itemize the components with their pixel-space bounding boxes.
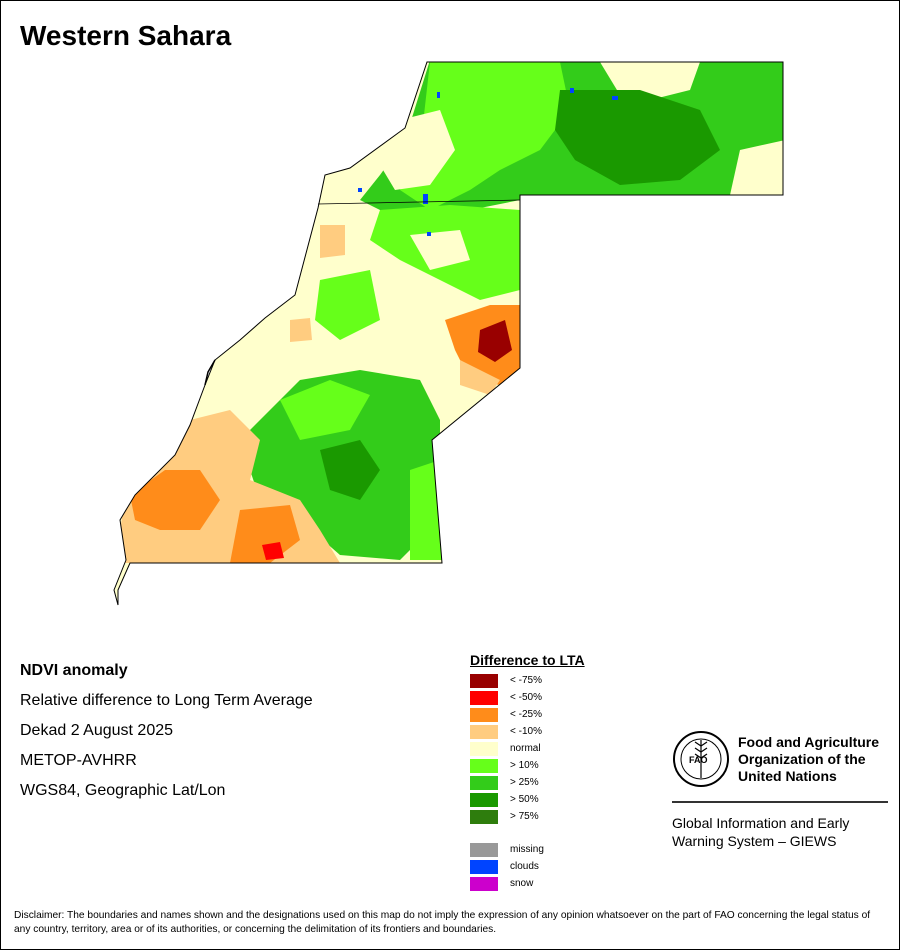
emblem-f: FAO bbox=[689, 755, 708, 765]
legend-swatch bbox=[470, 691, 498, 705]
cloud-pixel bbox=[612, 96, 618, 100]
fao-logo-block: FAO Food and Agriculture Organization of… bbox=[672, 730, 890, 860]
legend-item: normal bbox=[470, 740, 670, 757]
fao-name: Food and Agriculture Organization of the… bbox=[738, 734, 888, 785]
legend-label: missing bbox=[510, 844, 544, 855]
ndvi-anomaly-map bbox=[113, 61, 784, 606]
legend-swatch bbox=[470, 810, 498, 824]
legend-item: < -10% bbox=[470, 723, 670, 740]
giews-line2: Warning System – GIEWS bbox=[672, 833, 837, 849]
legend-label: < -50% bbox=[510, 692, 542, 703]
legend-label: > 25% bbox=[510, 777, 539, 788]
south-east-light-green bbox=[410, 460, 442, 560]
product-name: NDVI anomaly bbox=[20, 662, 128, 679]
legend: Difference to LTA < -75% < -50% < -25% < -1… bbox=[470, 652, 670, 892]
legend-item: > 50% bbox=[470, 791, 670, 808]
legend-title: Difference to LTA bbox=[470, 652, 585, 668]
legend-swatch bbox=[470, 860, 498, 874]
legend-item: > 10% bbox=[470, 757, 670, 774]
legend-swatch bbox=[470, 793, 498, 807]
legend-label: < -75% bbox=[510, 675, 542, 686]
legend-item: > 75% bbox=[470, 808, 670, 825]
coastal-peninsula bbox=[204, 359, 216, 386]
time-period: Dekad 2 August 2025 bbox=[20, 722, 174, 739]
north-light-green bbox=[400, 62, 570, 210]
cloud-pixel bbox=[437, 92, 440, 98]
legend-other: missing clouds snow bbox=[470, 841, 670, 892]
east-dark-red bbox=[478, 320, 512, 362]
legend-label: > 75% bbox=[510, 811, 539, 822]
legend-label: normal bbox=[510, 743, 541, 754]
legend-item: > 25% bbox=[470, 774, 670, 791]
fao-name-line3: United Nations bbox=[738, 768, 837, 784]
projection-info: WGS84, Geographic Lat/Lon bbox=[20, 782, 226, 799]
west-central-light-orange bbox=[290, 318, 312, 342]
internal-boundary bbox=[317, 199, 521, 205]
fao-emblem-icon: FAO bbox=[673, 731, 729, 787]
disclaimer: Disclaimer: The boundaries and names sho… bbox=[14, 910, 871, 935]
legend-swatch bbox=[470, 843, 498, 857]
legend-label: < -25% bbox=[510, 709, 542, 720]
legend-swatch bbox=[470, 776, 498, 790]
legend-item: < -75% bbox=[470, 672, 670, 689]
south-light-green bbox=[280, 380, 370, 440]
legend-label: clouds bbox=[510, 861, 539, 872]
sensor-name: METOP-AVHRR bbox=[20, 752, 137, 769]
cloud-pixel bbox=[358, 188, 362, 192]
legend-label: < -10% bbox=[510, 726, 542, 737]
central-north-normal bbox=[410, 230, 470, 270]
product-description: Relative difference to Long Term Average bbox=[20, 692, 313, 709]
legend-swatch bbox=[470, 742, 498, 756]
cloud-pixel bbox=[423, 194, 428, 204]
legend-swatch bbox=[470, 708, 498, 722]
south-red-spot bbox=[262, 542, 284, 560]
divider bbox=[672, 801, 888, 803]
giews-name: Global Information and Early Warning Sys… bbox=[672, 814, 890, 850]
west-central-green bbox=[315, 270, 380, 340]
east-light-orange bbox=[460, 360, 500, 395]
south-dark-green bbox=[320, 440, 380, 500]
southwest-orange bbox=[130, 470, 220, 530]
legend-swatch bbox=[470, 759, 498, 773]
northwest-light-orange bbox=[320, 225, 345, 258]
north-dark-green bbox=[555, 90, 720, 185]
map-title: Western Sahara bbox=[20, 20, 232, 51]
legend-label: snow bbox=[510, 878, 534, 889]
legend-item: missing bbox=[470, 841, 670, 858]
legend-label: > 10% bbox=[510, 760, 539, 771]
map-info: NDVI anomaly Relative difference to Long… bbox=[20, 656, 313, 806]
fao-name-line2: Organization of the bbox=[738, 751, 866, 767]
legend-classes: < -75% < -50% < -25% < -10% normal > 10% > 25%… bbox=[470, 672, 670, 825]
legend-item: clouds bbox=[470, 858, 670, 875]
legend-item: < -50% bbox=[470, 689, 670, 706]
legend-item: < -25% bbox=[470, 706, 670, 723]
giews-line1: Global Information and Early bbox=[672, 815, 850, 831]
legend-swatch bbox=[470, 725, 498, 739]
legend-swatch bbox=[470, 674, 498, 688]
cloud-pixel bbox=[570, 88, 574, 93]
cloud-pixel bbox=[427, 232, 431, 236]
legend-item: snow bbox=[470, 875, 670, 892]
north-east-normal bbox=[730, 140, 783, 195]
country-border bbox=[113, 61, 784, 606]
legend-swatch bbox=[470, 877, 498, 891]
west-orange-patch bbox=[175, 420, 230, 460]
legend-label: > 50% bbox=[510, 794, 539, 805]
fao-name-line1: Food and Agriculture bbox=[738, 734, 880, 750]
south-orange-2 bbox=[230, 505, 300, 563]
